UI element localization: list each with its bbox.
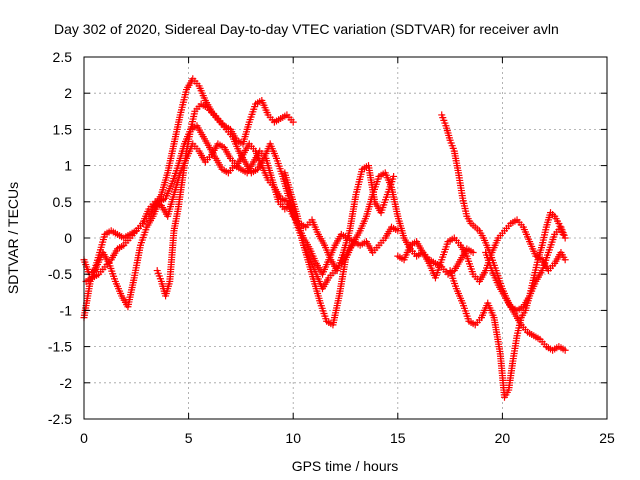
y-tick-label: -2.5	[48, 411, 72, 427]
y-tick-label: 2.5	[53, 49, 73, 65]
data-point	[289, 118, 297, 126]
x-tick-label: 10	[285, 430, 301, 446]
data-point	[469, 248, 477, 256]
series-track-2	[80, 122, 402, 322]
series-track-6	[394, 216, 569, 285]
series-track-7	[438, 111, 569, 354]
y-tick-label: -0.5	[48, 266, 72, 282]
y-tick-label: -1.5	[48, 339, 72, 355]
data-point	[561, 234, 569, 242]
y-tick-label: 0	[64, 230, 72, 246]
x-tick-label: 15	[390, 430, 406, 446]
x-tick-label: 0	[80, 430, 88, 446]
data-point	[561, 256, 569, 264]
data-point	[561, 346, 569, 354]
y-tick-label: 2	[64, 85, 72, 101]
axis-layer: 0 5 10 15 20 25 -2.5 -2 -1.5 -1 -0.5 0 0.5 1 1.5 2 2.5	[48, 49, 615, 446]
series-track-5	[281, 169, 477, 293]
y-tick-label: -2	[60, 375, 73, 391]
data-point	[390, 172, 398, 180]
y-tick-label: 1	[64, 158, 72, 174]
y-axis-title: SDTVAR / TECUs	[5, 182, 21, 294]
x-tick-label: 5	[185, 430, 193, 446]
chart-title: Day 302 of 2020, Sidereal Day-to-day VTE…	[54, 21, 559, 37]
series-track-3	[82, 140, 398, 285]
y-tick-label: 0.5	[53, 194, 73, 210]
x-tick-label: 20	[495, 430, 511, 446]
series-track-9	[482, 223, 569, 314]
x-tick-label: 25	[599, 430, 615, 446]
series-track-8	[446, 209, 567, 401]
x-axis-title: GPS time / hours	[292, 458, 399, 474]
y-tick-label: 1.5	[53, 121, 73, 137]
y-tick-label: -1	[60, 302, 73, 318]
data-layer	[80, 75, 569, 401]
series-track-4	[153, 100, 356, 329]
